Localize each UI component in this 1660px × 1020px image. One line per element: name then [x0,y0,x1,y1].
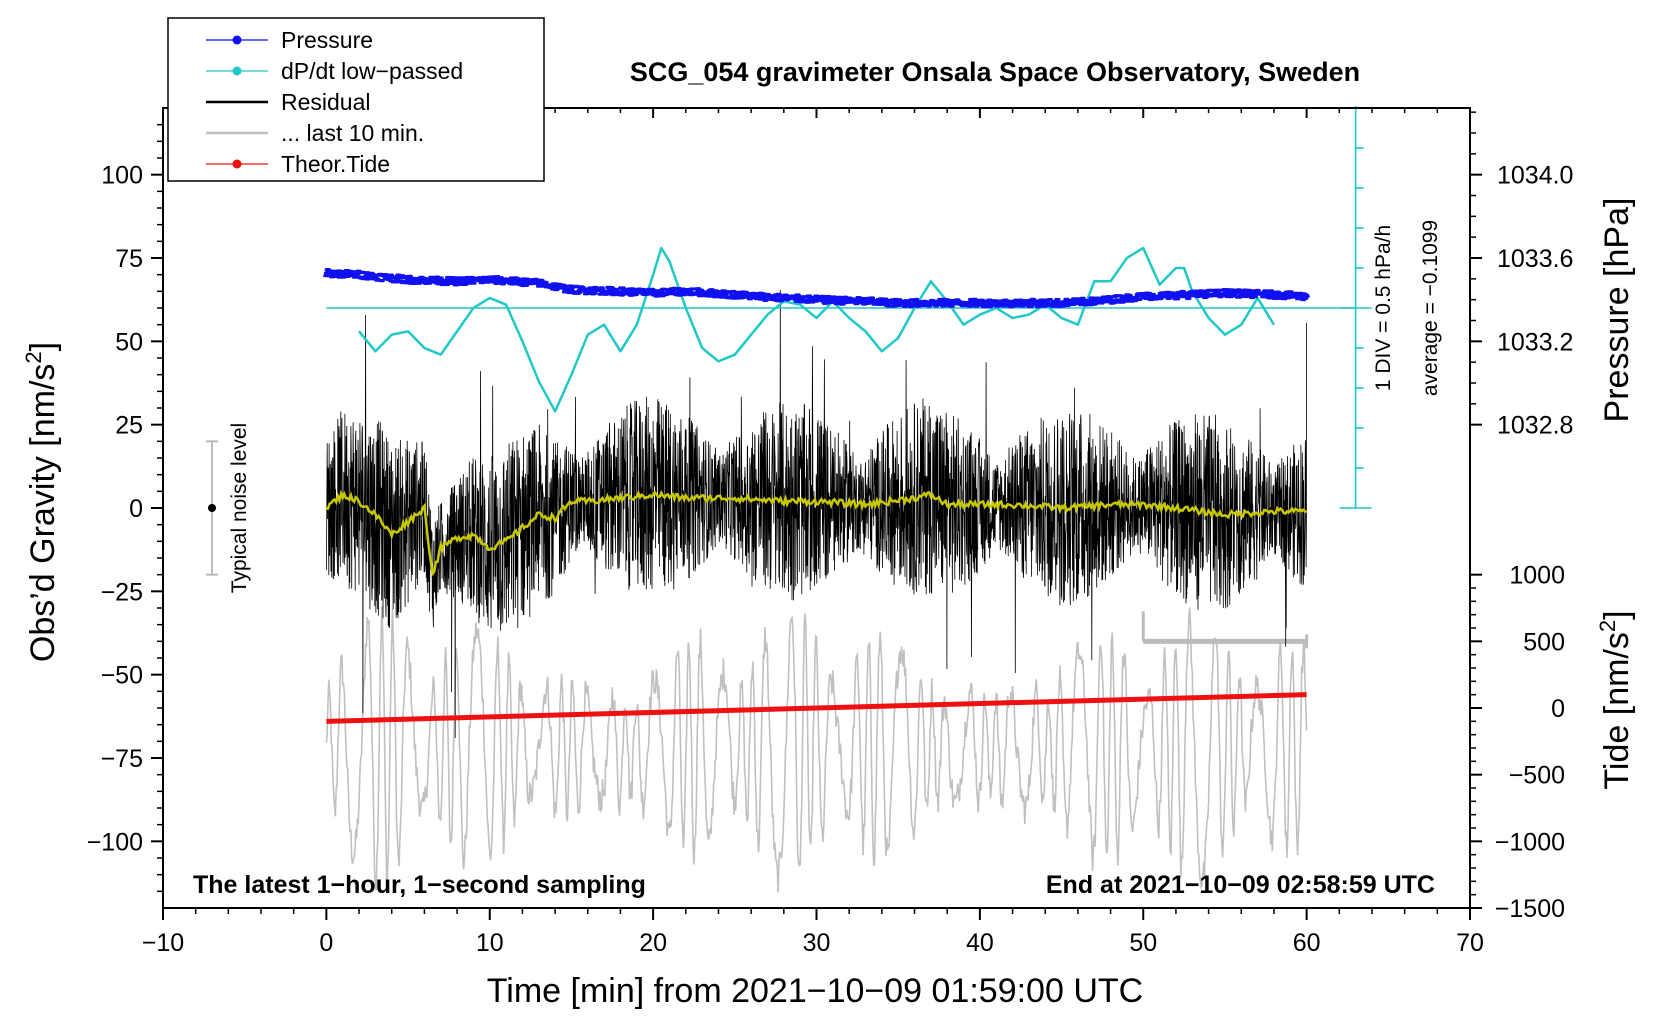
annotation-bottom-right: End at 2021−10−09 02:58:59 UTC [1046,871,1435,899]
axes: −10 0 10 20 30 40 50 60 70−100−75−50−25025507510… [87,107,1573,957]
legend-marker [232,159,242,169]
x-tick-label: 40 [966,929,994,957]
x-tick-label: 50 [1129,929,1157,957]
legend-label: Residual [281,89,371,115]
legend-label: Pressure [281,27,373,53]
y-tick-label: 100 [101,162,143,190]
tide-tick-label: −500 [1509,762,1565,790]
y-axis-label-tide-sup: 2 [1595,620,1620,632]
y-axis-label-left-close: ] [24,342,62,351]
y-axis-label-tide-close: ] [1598,610,1636,619]
plot-area [206,106,1372,893]
x-axis-label: Time [min] from 2021−10−09 01:59:00 UTC [487,972,1143,1010]
y-axis-label-left-text: Obs’d Gravity [nm/s [24,364,62,663]
x-tick-label: 0 [319,929,333,957]
x-tick-label: 20 [639,929,667,957]
last-10-min-line [325,606,1308,893]
chart-text: SCG_054 gravimeter Onsala Space Observat… [21,57,1636,1010]
y-axis-label-left: Obs’d Gravity [nm/s2] [21,342,62,662]
tide-tick-label: 500 [1523,628,1565,656]
x-tick-label: 60 [1293,929,1321,957]
y-tick-label: −100 [87,828,143,856]
y-axis-label-tide-text: Tide [nm/s [1598,632,1636,789]
y-tick-label: −75 [101,745,143,773]
legend-marker [232,35,242,45]
y-tick-label: 75 [115,245,143,273]
dpdt-scale-label: 1 DIV = 0.5 hPa/h [1372,225,1395,391]
noise-level-label: Typical noise level [228,423,251,593]
pressure-dots [323,268,1310,309]
x-tick-label: 70 [1456,929,1484,957]
x-tick-label: −10 [142,929,184,957]
dpdt-average-label: average = −0.1099 [1419,220,1442,396]
residual-smoothed-line [326,489,1308,577]
legend-label: dP/dt low−passed [281,58,463,84]
legend-marker [232,66,242,76]
plot-series-group [323,246,1356,893]
theor-tide-line [326,692,1307,724]
y-axis-label-left-sup: 2 [21,351,46,363]
legend-label: Theor.Tide [281,151,390,177]
y-tick-label: −50 [101,662,143,690]
x-tick-label: 10 [476,929,504,957]
pressure-tick-label: 1034.0 [1497,162,1573,190]
y-tick-label: 50 [115,328,143,356]
pressure-tick-label: 1033.2 [1497,328,1573,356]
legend: Pressure dP/dt low−passed Residual ... last… [167,17,545,182]
x-tick-label: 30 [803,929,831,957]
pressure-tick-label: 1033.6 [1497,245,1573,273]
residual-line [326,289,1307,739]
noise-bar-center-dot [208,504,217,512]
dpdt-line [358,246,1276,413]
y-axis-label-tide: Tide [nm/s2] [1595,610,1636,789]
tide-tick-label: 1000 [1509,562,1565,590]
legend-label: ... last 10 min. [281,120,424,146]
y-tick-label: 25 [115,412,143,440]
tide-tick-label: 0 [1551,695,1565,723]
pressure-tick-label: 1032.8 [1497,412,1573,440]
chart-title: SCG_054 gravimeter Onsala Space Observat… [630,57,1360,87]
tide-tick-label: −1500 [1495,895,1565,923]
legend-box [167,17,545,182]
y-axis-label-pressure: Pressure [hPa] [1598,198,1636,423]
tide-tick-label: −1000 [1495,828,1565,856]
y-tick-label: 0 [129,495,143,523]
annotation-bottom-left: The latest 1−hour, 1−second sampling [193,871,646,899]
y-tick-label: −25 [101,578,143,606]
